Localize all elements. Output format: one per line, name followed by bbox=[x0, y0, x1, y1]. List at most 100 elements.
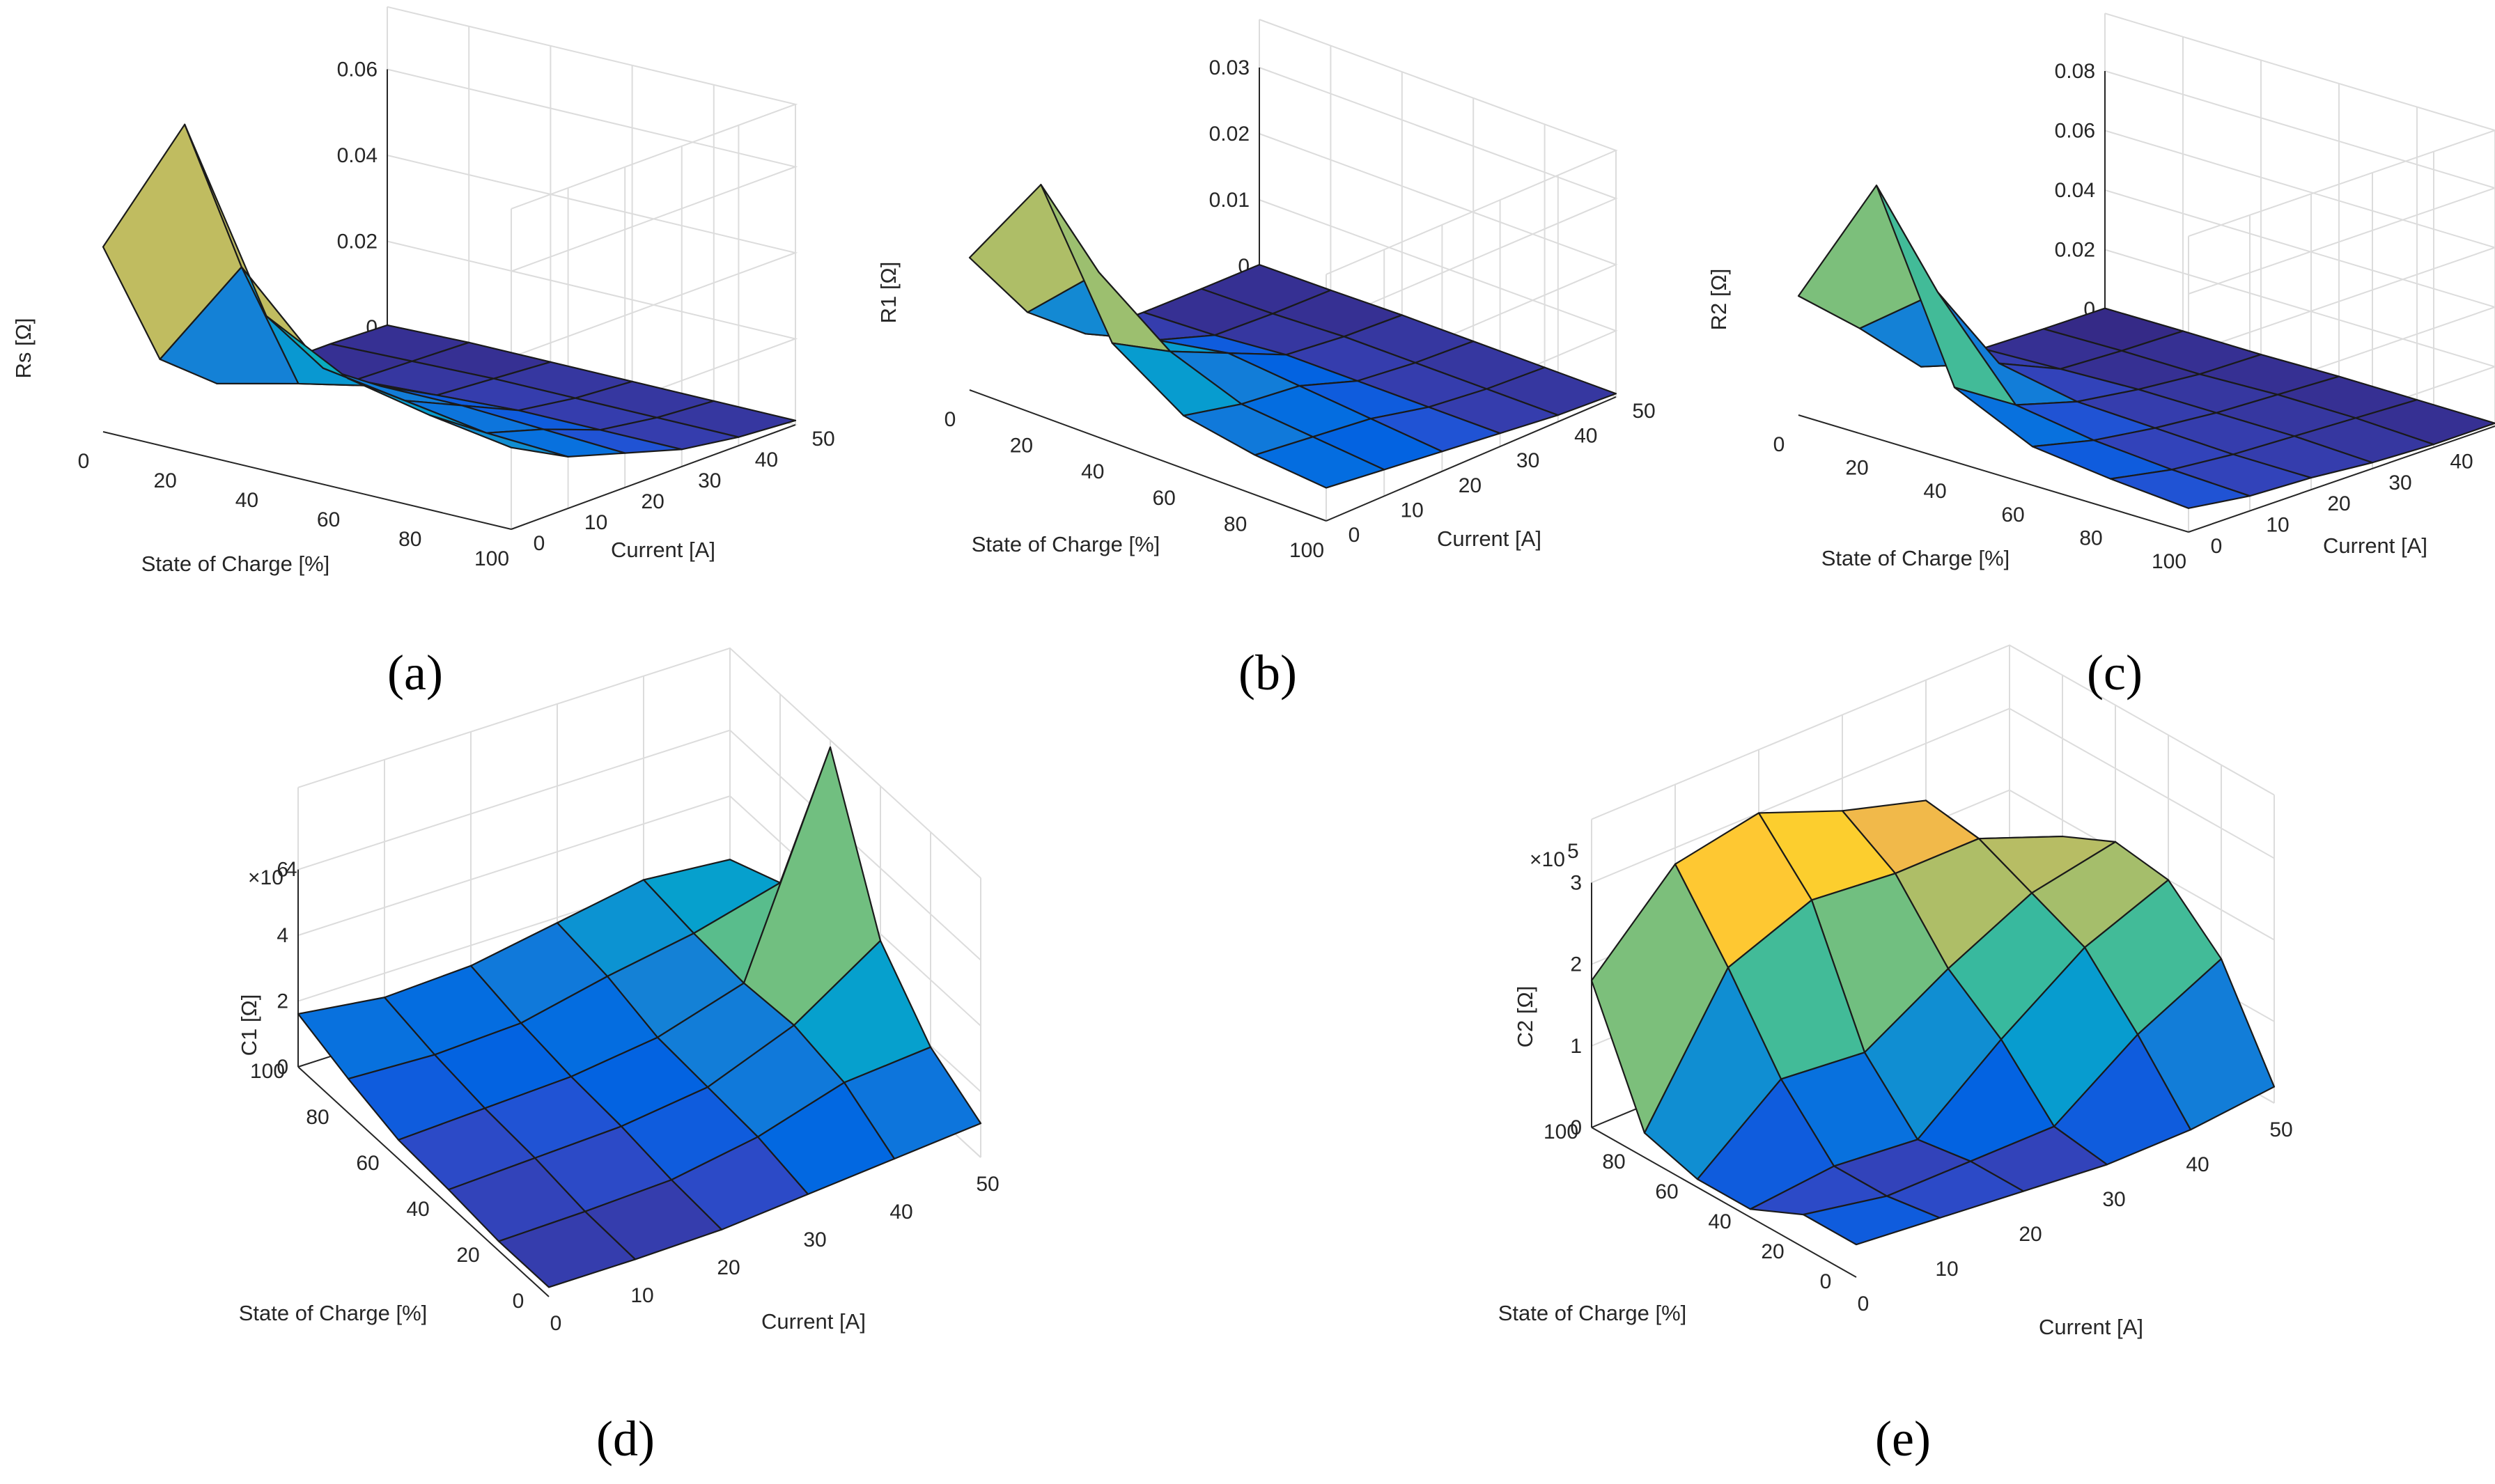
panel-d-zticklabel: 4 bbox=[277, 924, 288, 947]
panel-a-yticklabel: 50 bbox=[811, 428, 834, 451]
panel-e-label: (e) bbox=[1875, 1411, 1931, 1467]
panel-d-yticklabel: 20 bbox=[717, 1256, 740, 1279]
panel-c-xticklabel: 100 bbox=[2152, 550, 2186, 573]
panel-b-yticklabel: 50 bbox=[1632, 400, 1655, 423]
panel-d-xticklabel: 100 bbox=[250, 1060, 285, 1083]
panel-d-yticklabel: 10 bbox=[630, 1284, 653, 1307]
panel-a-yticklabel: 0 bbox=[534, 532, 545, 555]
panel-e-zticklabel: 1 bbox=[1570, 1035, 1582, 1058]
panel-d-yticklabel: 40 bbox=[889, 1201, 912, 1224]
panel-d-xticklabel: 20 bbox=[456, 1244, 479, 1267]
panel-c-zlabel: R2 [Ω] bbox=[1707, 269, 1731, 331]
panel-e-xlabel: State of Charge [%] bbox=[1498, 1301, 1687, 1325]
panel-e-xticklabel: 20 bbox=[1761, 1240, 1784, 1263]
panel-a-chart: 00.020.040.0602040608010001020304050Stat… bbox=[11, 6, 835, 576]
panel-a-xticklabel: 0 bbox=[78, 450, 90, 473]
panel-e-zlabel: C2 [Ω] bbox=[1513, 986, 1537, 1048]
panel-b-xticklabel: 60 bbox=[1153, 487, 1176, 510]
panel-a-yticklabel: 10 bbox=[584, 511, 607, 534]
panel-c-zticklabel: 0.08 bbox=[2055, 60, 2095, 83]
panel-e-zticklabel: 3 bbox=[1570, 871, 1582, 894]
panel-b-zticklabel: 0.01 bbox=[1209, 189, 1250, 212]
panel-d-yticklabel: 0 bbox=[550, 1312, 562, 1335]
panel-c-xticklabel: 40 bbox=[1923, 480, 1946, 503]
panel-c-yticklabel: 10 bbox=[2266, 514, 2289, 537]
panel-b-soc-axis bbox=[969, 389, 1327, 522]
panel-d-yticklabel: 50 bbox=[976, 1173, 999, 1196]
panel-a-zticklabel: 0.06 bbox=[337, 58, 378, 81]
panel-a-soc-axis bbox=[102, 431, 512, 530]
panel-b-xticklabel: 0 bbox=[945, 408, 956, 431]
panel-c-surface-patch bbox=[2109, 469, 2251, 509]
panel-a-surface bbox=[102, 123, 797, 458]
panel-e-yticklabel: 30 bbox=[2102, 1188, 2125, 1211]
panel-b-xlabel: State of Charge [%] bbox=[972, 532, 1160, 556]
panel-b-zlabel: R1 [Ω] bbox=[876, 262, 901, 324]
panel-d-ylabel: Current [A] bbox=[761, 1309, 866, 1334]
panel-e-yticklabel: 40 bbox=[2186, 1153, 2209, 1176]
panel-d-xlabel: State of Charge [%] bbox=[239, 1301, 428, 1325]
panel-a-yticklabel: 40 bbox=[755, 448, 778, 471]
panel-c-xticklabel: 60 bbox=[2001, 503, 2024, 526]
panel-e-ylabel: Current [A] bbox=[2039, 1315, 2143, 1339]
panel-c-xticklabel: 80 bbox=[2079, 526, 2102, 549]
panel-b-zticklabel: 0.02 bbox=[1209, 123, 1250, 146]
panel-b-xticklabel: 100 bbox=[1289, 539, 1324, 562]
panel-a-xticklabel: 100 bbox=[474, 547, 509, 570]
panel-b-yticklabel: 30 bbox=[1516, 449, 1539, 472]
panel-b-xticklabel: 80 bbox=[1224, 513, 1247, 536]
panel-e-xticklabel: 40 bbox=[1708, 1210, 1731, 1233]
panel-b-xticklabel: 40 bbox=[1081, 460, 1104, 483]
panel-a-xticklabel: 20 bbox=[154, 469, 177, 492]
panel-c-surface bbox=[1797, 185, 2495, 509]
panel-b-ylabel: Current [A] bbox=[1437, 526, 1541, 551]
panel-d-xticklabel: 80 bbox=[306, 1106, 329, 1129]
panel-e-xticklabel: 80 bbox=[1602, 1150, 1625, 1173]
panel-a-zlabel: Rs [Ω] bbox=[11, 318, 36, 379]
panel-d-xticklabel: 0 bbox=[513, 1290, 524, 1313]
panel-d-xticklabel: 60 bbox=[356, 1152, 379, 1175]
panel-d-xticklabel: 40 bbox=[406, 1198, 429, 1221]
panel-a-ylabel: Current [A] bbox=[611, 538, 715, 562]
panel-c-yticklabel: 0 bbox=[2211, 535, 2223, 558]
panel-c-zticklabel: 0.02 bbox=[2055, 239, 2095, 262]
panel-c-label: (c) bbox=[2087, 645, 2143, 701]
panel-c-soc-axis bbox=[1798, 414, 2189, 533]
panel-e-yticklabel: 10 bbox=[1935, 1258, 1958, 1281]
panel-a-yticklabel: 30 bbox=[698, 469, 721, 492]
panel-c-chart: 00.020.040.060.0802040608010001020304050… bbox=[1707, 13, 2495, 573]
panel-e-xticklabel: 60 bbox=[1655, 1180, 1678, 1203]
panel-e-xticklabel: 100 bbox=[1544, 1120, 1578, 1143]
panel-b-yticklabel: 40 bbox=[1574, 425, 1597, 448]
panel-e-yticklabel: 0 bbox=[1858, 1292, 1870, 1315]
panel-c-zticklabel: 0.06 bbox=[2055, 120, 2095, 143]
panel-b-label: (b) bbox=[1238, 645, 1297, 701]
panel-b-xticklabel: 20 bbox=[1010, 435, 1033, 458]
panel-e-yticklabel: 50 bbox=[2269, 1118, 2292, 1141]
panel-e-soc-axis bbox=[1591, 1127, 1857, 1278]
panel-e-zticklabel: 0 bbox=[1570, 1116, 1582, 1139]
panel-d-exponent-power: 4 bbox=[286, 858, 297, 881]
panel-b-surface bbox=[968, 184, 1617, 489]
panel-a-zticklabel: 0.02 bbox=[337, 231, 378, 253]
panel-b-yticklabel: 20 bbox=[1459, 474, 1482, 497]
panel-e-surface bbox=[1590, 799, 2276, 1246]
panel-a-current-axis bbox=[511, 424, 796, 530]
panel-d-surface bbox=[297, 746, 982, 1288]
panel-e-yticklabel: 20 bbox=[2019, 1223, 2042, 1246]
panel-c-xlabel: State of Charge [%] bbox=[1821, 546, 2010, 570]
panel-c-current-axis bbox=[2188, 425, 2495, 533]
panel-e-zticklabel: 2 bbox=[1570, 953, 1582, 976]
panel-a-xlabel: State of Charge [%] bbox=[141, 552, 330, 576]
panel-d-zticklabel: 2 bbox=[277, 990, 288, 1013]
panel-a-xticklabel: 40 bbox=[235, 489, 258, 512]
panel-d-soc-axis bbox=[297, 1066, 550, 1297]
panel-e-xticklabel: 0 bbox=[1820, 1270, 1832, 1293]
panel-c-yticklabel: 30 bbox=[2388, 471, 2411, 494]
panel-c-ylabel: Current [A] bbox=[2323, 533, 2427, 558]
panel-d-exponent: ×10 bbox=[248, 866, 283, 889]
panel-c-yticklabel: 40 bbox=[2450, 450, 2473, 473]
panel-b-zticklabel: 0.03 bbox=[1209, 56, 1250, 79]
